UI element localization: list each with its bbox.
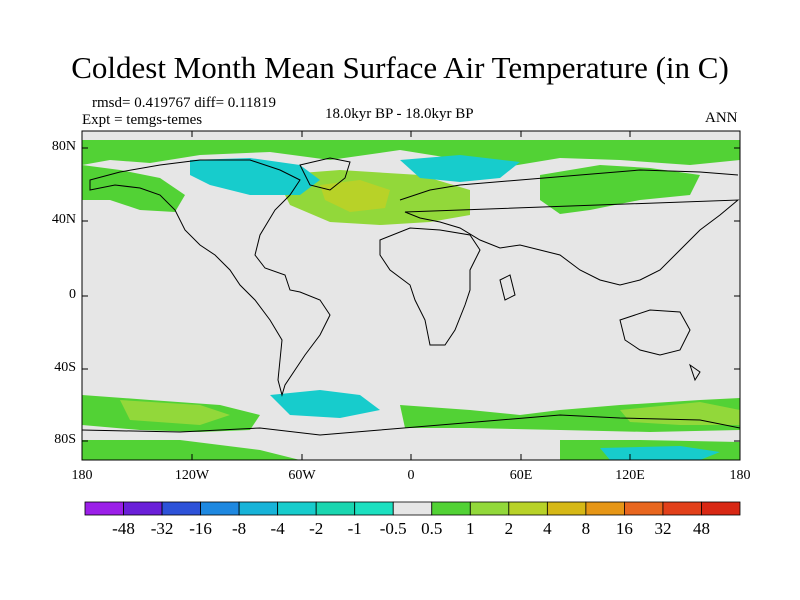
latitude-label: 80N [51, 139, 76, 154]
colorbar-swatch [123, 501, 163, 516]
colorbar-swatch [662, 501, 702, 516]
colorbar-swatch [701, 501, 741, 516]
colorbar-swatch [585, 501, 625, 516]
colorbar-level-label: 16 [615, 519, 633, 538]
colorbar-level-label: 4 [543, 519, 552, 538]
colorbar-level-label: 8 [581, 519, 591, 538]
period-label: 18.0kyr BP - 18.0kyr BP [325, 106, 474, 122]
rmsd-diff-label: rmsd= 0.419767 diff= 0.11819 [92, 95, 276, 111]
colorbar-level-label: -16 [189, 519, 212, 538]
longitude-label: 180 [71, 468, 93, 483]
colorbar-level-label: -4 [270, 519, 285, 538]
chart-title: Coldest Month Mean Surface Air Temperatu… [71, 50, 729, 85]
colorbar-level-label: -48 [112, 519, 135, 538]
colorbar-swatch [161, 501, 201, 516]
season-label: ANN [705, 110, 738, 126]
longitude-label: 180 [729, 468, 751, 483]
colorbar-level-label: -8 [232, 519, 247, 538]
colorbar-swatch [84, 501, 124, 516]
longitude-label: 60W [288, 468, 316, 483]
latitude-label: 40N [51, 212, 76, 227]
colorbar-swatch [354, 501, 394, 516]
colorbar-level-label: -0.5 [379, 519, 407, 538]
cold-anomaly-regions [190, 155, 720, 460]
colorbar-swatch [546, 501, 587, 516]
colorbar-swatch [315, 501, 356, 516]
colorbar-swatch [469, 501, 510, 516]
longitude-label: 120E [615, 468, 645, 483]
colorbar-level-label: 1 [466, 519, 475, 538]
colorbar-swatch [624, 501, 664, 516]
colorbar-swatch [508, 501, 548, 516]
longitude-label: 120W [174, 468, 210, 483]
colorbar-level-label: 2 [504, 519, 514, 538]
colorbar-swatch [238, 501, 279, 516]
axis-ticks [81, 131, 741, 460]
colorbar-swatch [277, 501, 317, 516]
colorbar-swatch [431, 501, 471, 516]
latitude-label: 0 [69, 287, 76, 302]
colorbar-level-label: -32 [150, 519, 174, 538]
latitude-label: 40S [54, 360, 76, 375]
longitude-label: 60E [509, 468, 533, 483]
colorbar-swatch [392, 501, 433, 516]
latitude-label: 80S [54, 432, 76, 447]
longitude-label: 0 [407, 468, 415, 483]
colorbar-level-label: 0.5 [421, 519, 443, 538]
colorbar [84, 501, 741, 516]
colorbar-level-label: 32 [654, 519, 672, 538]
colorbar-level-label: 48 [692, 519, 710, 538]
colorbar-level-label: -2 [309, 519, 324, 538]
coastlines [82, 157, 740, 436]
colorbar-level-label: -1 [347, 519, 362, 538]
colorbar-swatch [200, 501, 240, 516]
experiment-label: Expt = temgs-temes [82, 112, 203, 128]
